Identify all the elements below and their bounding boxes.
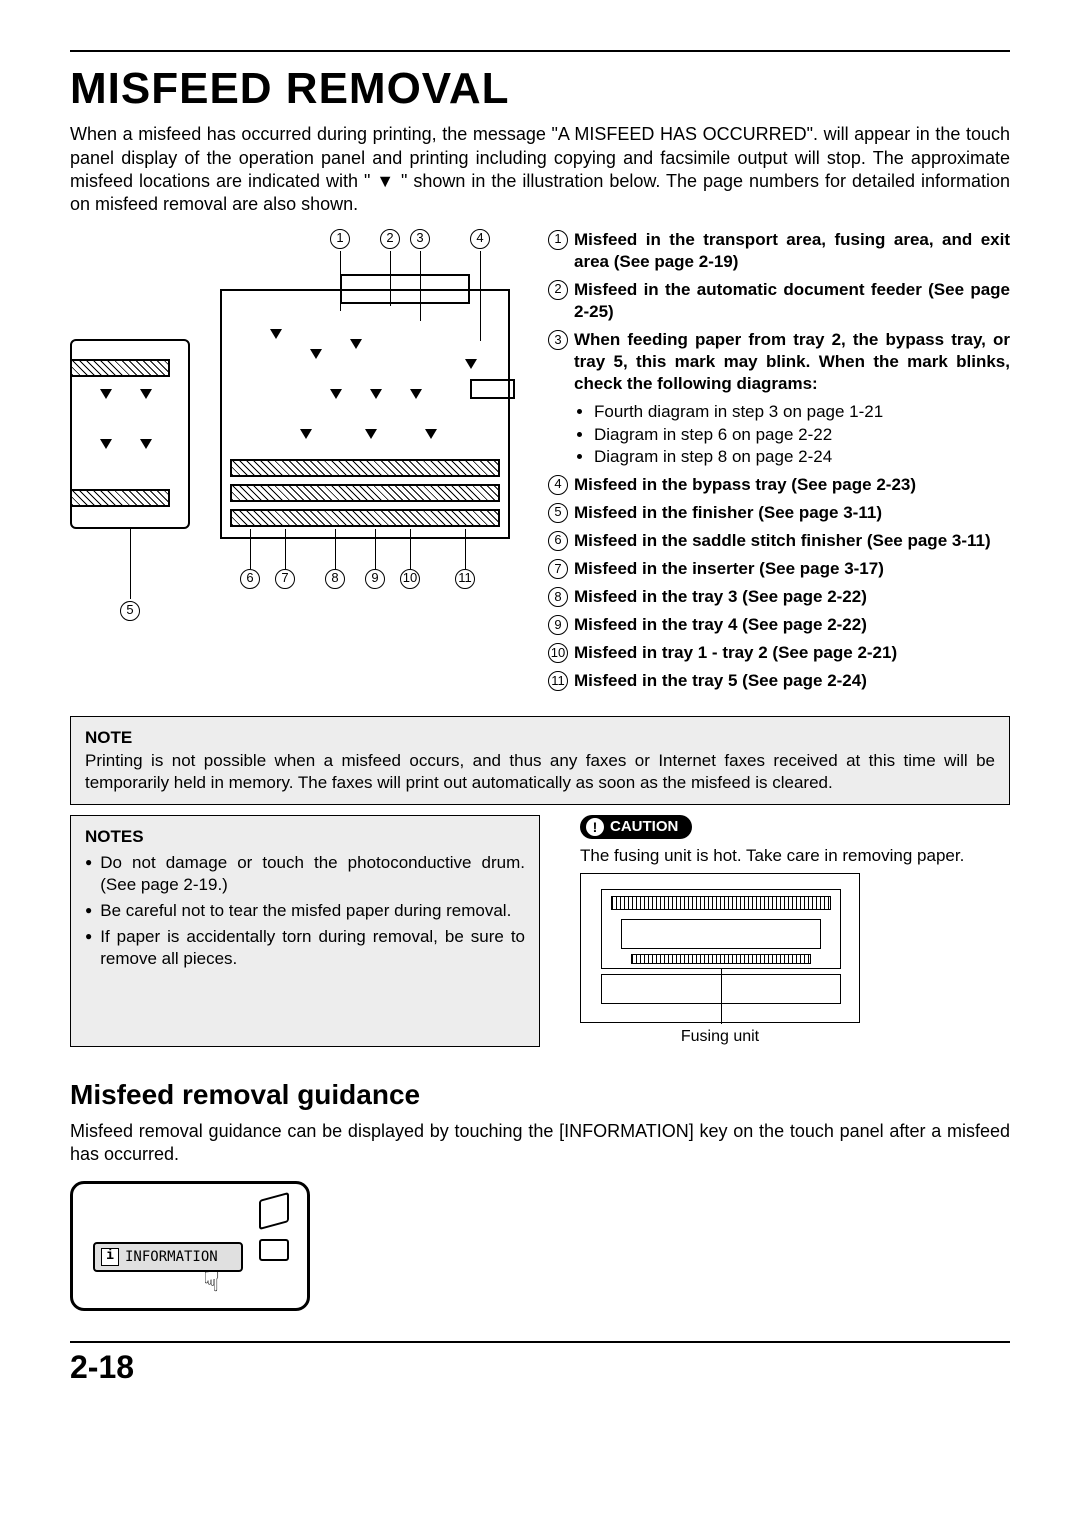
guidance-heading: Misfeed removal guidance [70,1077,1010,1113]
page-number: 2-18 [70,1341,1010,1389]
callout-4: 4 [470,229,490,249]
diagram-legend: 1Misfeed in the transport area, fusing a… [548,229,1010,699]
callout-2: 2 [380,229,400,249]
notes-item: If paper is accidentally torn during rem… [85,926,525,970]
note-label: NOTE [85,727,995,749]
note-body: Printing is not possible when a misfeed … [85,750,995,794]
caution-label: CAUTION [610,817,678,837]
callout-7: 7 [275,569,295,589]
notes-item: Be careful not to tear the misfed paper … [85,900,525,922]
information-button[interactable]: i INFORMATION [93,1242,243,1272]
notes-item: Do not damage or touch the photoconducti… [85,852,525,896]
callout-9: 9 [365,569,385,589]
page-title: MISFEED REMOVAL [70,60,1010,117]
guidance-text: Misfeed removal guidance can be displaye… [70,1120,1010,1167]
caution-text: The fusing unit is hot. Take care in rem… [580,845,1010,867]
touch-panel-diagram: i INFORMATION ☟ [70,1181,310,1311]
callout-11: 11 [455,569,475,589]
top-rule [70,50,1010,52]
warning-icon: ! [586,818,604,836]
caution-badge: ! CAUTION [580,815,692,839]
misfeed-diagram: 1 2 3 4 [70,229,530,629]
legend-8: Misfeed in the tray 3 (See page 2-22) [574,586,1010,608]
sublist-item: Diagram in step 8 on page 2-24 [594,446,1010,468]
callout-1: 1 [330,229,350,249]
callout-6: 6 [240,569,260,589]
legend-7: Misfeed in the inserter (See page 3-17) [574,558,1010,580]
fusing-caption: Fusing unit [580,1027,860,1048]
callout-10: 10 [400,569,420,589]
callout-5: 5 [120,601,140,621]
legend-4: Misfeed in the bypass tray (See page 2-2… [574,474,1010,496]
legend-3: When feeding paper from tray 2, the bypa… [574,329,1010,395]
legend-9: Misfeed in the tray 4 (See page 2-22) [574,614,1010,636]
fusing-unit-diagram [580,873,860,1023]
sublist-item: Fourth diagram in step 3 on page 1-21 [594,401,1010,423]
sublist-item: Diagram in step 6 on page 2-22 [594,424,1010,446]
caution-column: ! CAUTION The fusing unit is hot. Take c… [580,815,1010,1048]
notes-label: NOTES [85,826,525,848]
legend-3-sublist: Fourth diagram in step 3 on page 1-21 Di… [578,401,1010,467]
callout-8: 8 [325,569,345,589]
info-icon: i [101,1248,119,1266]
callout-3: 3 [410,229,430,249]
legend-11: Misfeed in the tray 5 (See page 2-24) [574,670,1010,692]
hand-pointer-icon: ☟ [203,1264,220,1300]
legend-1: Misfeed in the transport area, fusing ar… [574,229,1010,273]
intro-paragraph: When a misfeed has occurred during print… [70,123,1010,217]
legend-10: Misfeed in tray 1 - tray 2 (See page 2-2… [574,642,1010,664]
note-box: NOTE Printing is not possible when a mis… [70,716,1010,804]
legend-6: Misfeed in the saddle stitch finisher (S… [574,530,1010,552]
notes-box: NOTES Do not damage or touch the photoco… [70,815,540,1048]
legend-5: Misfeed in the finisher (See page 3-11) [574,502,1010,524]
legend-2: Misfeed in the automatic document feeder… [574,279,1010,323]
diagram-and-legend: 1 2 3 4 [70,229,1010,699]
